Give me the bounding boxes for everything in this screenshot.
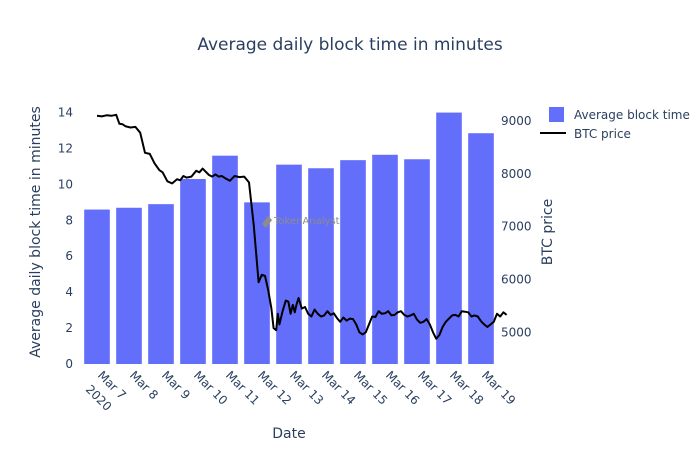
bar-4[interactable] <box>180 179 206 364</box>
bar-series <box>84 112 494 364</box>
legend-swatch-bar <box>549 107 564 122</box>
bar-8[interactable] <box>308 168 334 364</box>
x-tick-label: Mar 15 <box>351 368 390 407</box>
y2-axis-ticks: 5000 6000 7000 8000 9000 <box>501 114 532 339</box>
bar-11[interactable] <box>404 159 430 364</box>
legend-item-btc-price[interactable]: BTC price <box>540 127 631 141</box>
y-tick-label: 0 <box>65 357 73 371</box>
y2-tick-label: 6000 <box>501 273 532 287</box>
bar-12[interactable] <box>436 112 462 364</box>
x-tick-label: Mar 13 <box>287 368 326 407</box>
bar-13[interactable] <box>468 133 494 364</box>
x-tick-label: Mar 9 <box>159 368 193 402</box>
y-tick-label: 14 <box>58 106 73 120</box>
y2-tick-label: 7000 <box>501 220 532 234</box>
bar-1[interactable] <box>84 209 110 364</box>
legend-label-block-time: Average block time <box>574 108 690 122</box>
line-series <box>96 113 508 340</box>
x-tick-label: Mar 19 <box>479 368 518 407</box>
legend-item-block-time[interactable]: Average block time <box>549 107 690 122</box>
x-tick-label: Mar 10 <box>191 368 230 407</box>
bar-2[interactable] <box>116 207 142 364</box>
y-axis-title: Average daily block time in minutes <box>28 106 44 357</box>
x-tick-label: Mar 8 <box>127 368 161 402</box>
watermark-logo-icon <box>262 216 272 228</box>
legend[interactable]: Average block time BTC price <box>540 107 690 141</box>
y-tick-label: 8 <box>65 213 73 227</box>
y2-axis-title: BTC price <box>540 199 556 265</box>
x-tick-label: Mar 16 <box>383 368 422 407</box>
y-axis-ticks: 0 2 4 6 8 10 12 14 <box>58 106 73 371</box>
watermark-text: TokenAnalyst <box>273 216 340 227</box>
bar-6[interactable] <box>244 202 270 364</box>
y-tick-label: 2 <box>65 321 73 335</box>
watermark: TokenAnalyst <box>262 216 340 228</box>
bar-9[interactable] <box>340 160 366 364</box>
x-tick-label: Mar 12 <box>255 368 294 407</box>
y-tick-label: 6 <box>65 249 73 263</box>
x-axis-title: Date <box>272 426 305 442</box>
btc-price-line[interactable] <box>96 113 508 340</box>
legend-label-btc-price: BTC price <box>574 127 631 141</box>
x-tick-label: Mar 17 <box>415 368 454 407</box>
x-tick-label: Mar 11 <box>223 368 262 407</box>
y2-tick-label: 5000 <box>501 325 532 339</box>
chart-title: Average daily block time in minutes <box>197 35 503 55</box>
y2-tick-label: 9000 <box>501 114 532 128</box>
y2-tick-label: 8000 <box>501 167 532 181</box>
bar-3[interactable] <box>148 204 174 364</box>
bar-5[interactable] <box>212 155 238 364</box>
y-tick-label: 12 <box>58 141 73 155</box>
x-tick-label: Mar 14 <box>319 368 358 407</box>
y-tick-label: 4 <box>65 285 73 299</box>
bar-10[interactable] <box>372 154 398 364</box>
bar-7[interactable] <box>276 164 302 364</box>
y-tick-label: 10 <box>58 177 73 191</box>
x-tick-label: Mar 18 <box>447 368 486 407</box>
